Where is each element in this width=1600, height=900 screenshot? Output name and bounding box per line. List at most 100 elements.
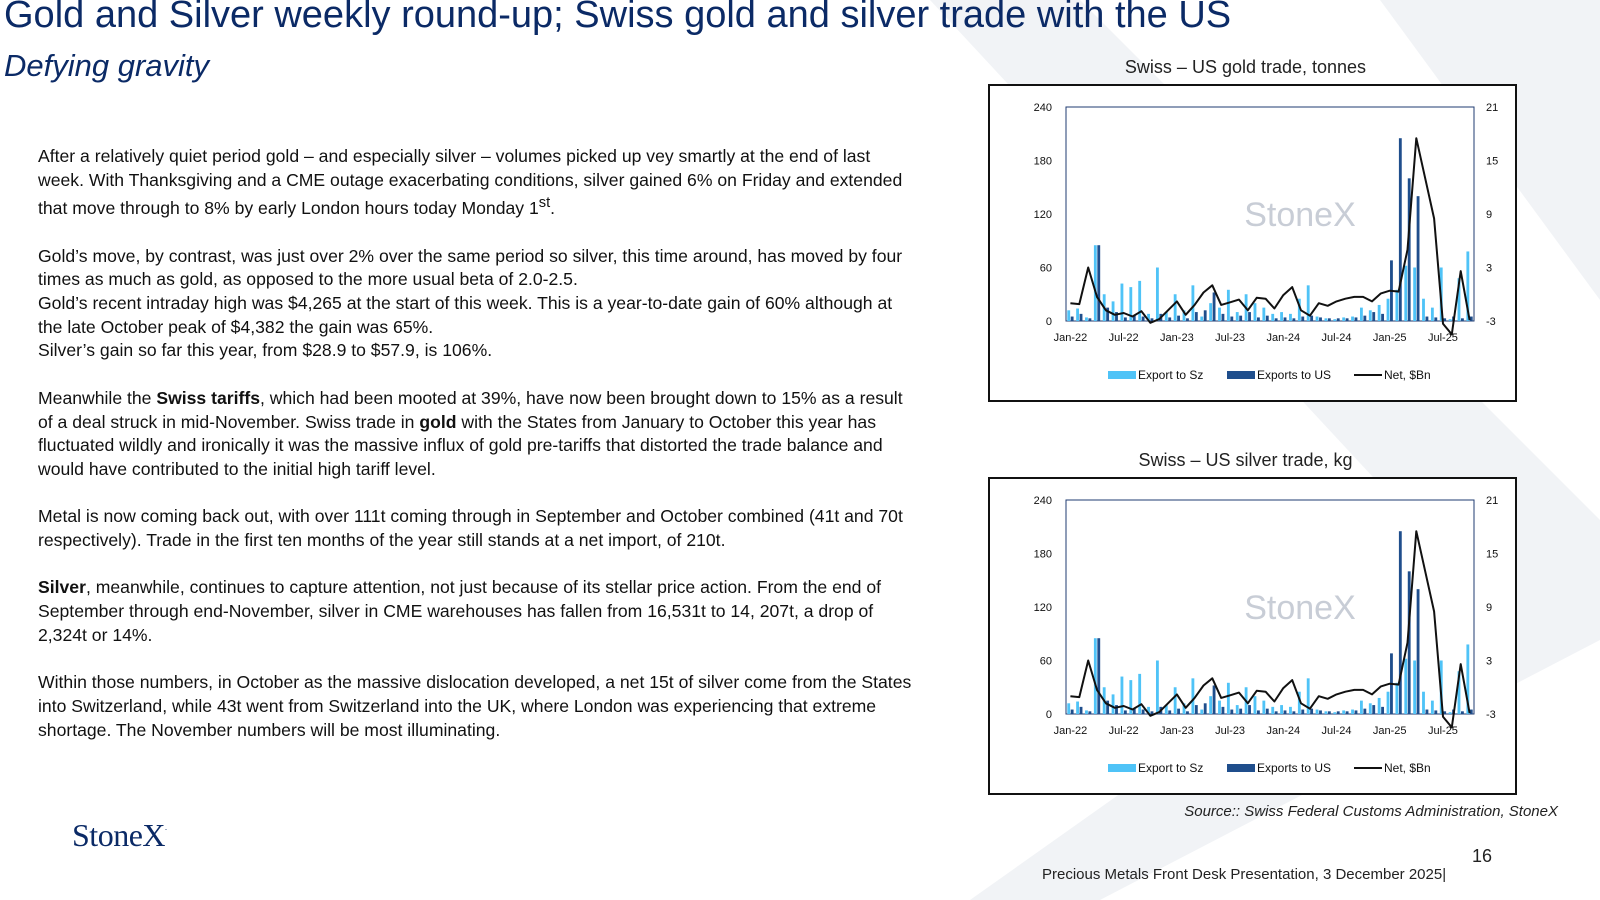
legend-label: Exports to US: [1257, 368, 1331, 382]
export-to-sz-bar: [1333, 319, 1337, 321]
export-to-sz-bar: [1253, 696, 1257, 714]
export-to-sz-bar: [1262, 307, 1266, 321]
exports-to-us-bar: [1310, 708, 1314, 714]
legend-label: Net, $Bn: [1384, 368, 1431, 382]
export-to-sz-bar: [1280, 312, 1284, 321]
exports-to-us-bar: [1398, 138, 1402, 321]
left-axis-tick-label: 0: [1046, 709, 1052, 721]
export-to-sz-bar: [1085, 710, 1088, 714]
export-to-sz-bar: [1315, 709, 1319, 714]
export-to-sz-bar: [1342, 710, 1346, 714]
export-to-sz-bar: [1191, 678, 1195, 714]
page-number: 16: [1472, 846, 1493, 866]
export-to-sz-bar: [1076, 701, 1080, 714]
export-to-sz-bar: [1120, 676, 1124, 714]
footer-text: Precious Metals Front Desk Presentation,…: [1042, 866, 1447, 883]
legend-label: Exports to US: [1257, 761, 1331, 775]
exports-to-us-bar: [1106, 307, 1110, 321]
paragraph-4: Metal is now coming back out, with over …: [38, 506, 903, 551]
exports-to-us-bar: [1177, 315, 1181, 321]
export-to-sz-bar: [1138, 673, 1142, 714]
export-to-sz-bar: [1262, 700, 1266, 714]
page-subtitle: Defying gravity: [4, 48, 210, 83]
exports-to-us-bar: [1425, 316, 1429, 321]
export-to-sz-bar: [1271, 706, 1275, 714]
silver-chart-svg: StoneX 240 180 120 60 0 21 15 9 3 -3 Jan-22 Jul-22 Ja…: [1034, 495, 1499, 775]
commentary-text: After a relatively quiet period gold – a…: [38, 145, 918, 766]
exports-to-us-bar: [1256, 317, 1260, 321]
x-axis-tick-label: Jan-23: [1160, 725, 1194, 737]
x-axis-tick-label: Jan-22: [1054, 332, 1088, 344]
export-to-sz-bar: [1067, 703, 1071, 714]
exports-to-us-bar: [1203, 310, 1207, 321]
silver-chart-title: Swiss – US silver trade, kg: [1138, 450, 1353, 470]
export-to-sz-bar: [1138, 280, 1142, 321]
exports-to-us-bar: [1381, 313, 1385, 321]
export-to-sz-bar: [1093, 245, 1097, 321]
right-axis-tick-label: 15: [1486, 156, 1498, 168]
export-to-sz-bar: [1200, 709, 1204, 714]
x-axis-tick-label: Jan-25: [1373, 725, 1407, 737]
exports-to-us-bar: [1097, 638, 1101, 714]
export-to-sz-bar: [1173, 687, 1177, 714]
export-to-sz-bar: [1235, 705, 1239, 714]
exports-to-us-bar: [1460, 711, 1464, 714]
x-axis-tick-label: Jan-23: [1160, 332, 1194, 344]
exports-to-us-bar: [1168, 317, 1172, 321]
legend-swatch: [1108, 371, 1136, 379]
legend-item: Exports to US: [1227, 761, 1331, 775]
exports-to-us-bar: [1283, 710, 1287, 714]
exports-to-us-bar: [1239, 315, 1243, 321]
legend-item: Export to Sz: [1108, 761, 1203, 775]
exports-to-us-bar: [1230, 316, 1234, 321]
export-to-sz-bar: [1457, 671, 1461, 714]
export-to-sz-bar: [1306, 678, 1310, 714]
legend-item: Net, $Bn: [1354, 761, 1431, 775]
export-to-sz-bar: [1209, 696, 1213, 714]
export-to-sz-bar: [1120, 283, 1124, 321]
export-to-sz-bar: [1147, 706, 1150, 714]
export-to-sz-bar: [1182, 310, 1186, 321]
paragraph-2: Gold’s move, by contrast, was just over …: [38, 245, 903, 361]
exports-to-us-bar: [1301, 316, 1305, 321]
legend-label: Export to Sz: [1138, 368, 1203, 382]
export-to-sz-bar: [1413, 267, 1417, 321]
export-to-sz-bar: [1386, 691, 1390, 714]
legend-item: Net, $Bn: [1354, 368, 1431, 382]
x-axis-tick-label: Jan-24: [1266, 725, 1300, 737]
x-axis-tick-label: Jul-24: [1322, 725, 1352, 737]
legend-item: Export to Sz: [1108, 368, 1203, 382]
exports-to-us-bar: [1416, 589, 1420, 714]
export-to-sz-bar: [1377, 304, 1381, 321]
export-to-sz-bar: [1430, 700, 1434, 714]
exports-to-us-bar: [1097, 245, 1101, 321]
exports-to-us-bar: [1212, 685, 1216, 714]
exports-to-us-bar: [1070, 316, 1074, 321]
export-to-sz-bar: [1235, 312, 1239, 321]
export-to-sz-bar: [1093, 638, 1097, 714]
exports-to-us-bar: [1460, 318, 1464, 321]
plot-area: [1065, 499, 1475, 715]
x-axis-tick-label: Jul-23: [1215, 332, 1245, 344]
net-usd-bn-line: [1070, 137, 1471, 336]
left-axis-tick-label: 60: [1040, 263, 1052, 275]
paragraph-3: Meanwhile the Swiss tariffs, which had b…: [38, 387, 903, 479]
x-axis-tick-label: Jul-24: [1322, 332, 1352, 344]
exports-to-us-bar: [1434, 317, 1438, 321]
export-to-sz-bar: [1209, 303, 1213, 321]
export-to-sz-bar: [1297, 691, 1301, 714]
export-to-sz-bar: [1147, 313, 1150, 321]
exports-to-us-bar: [1345, 711, 1349, 714]
exports-to-us-bar: [1292, 318, 1296, 321]
exports-to-us-bar: [1425, 709, 1429, 714]
x-axis-tick-label: Jan-24: [1266, 332, 1300, 344]
exports-to-us-bar: [1372, 312, 1376, 321]
x-axis-tick-label: Jul-22: [1109, 725, 1139, 737]
exports-to-us-bar: [1336, 711, 1340, 714]
exports-to-us-bar: [1141, 709, 1145, 714]
exports-to-us-bar: [1203, 703, 1207, 714]
legend-swatch: [1227, 764, 1255, 772]
export-to-sz-bar: [1395, 289, 1399, 321]
export-to-sz-bar: [1466, 251, 1470, 321]
left-axis-tick-label: 60: [1040, 656, 1052, 668]
